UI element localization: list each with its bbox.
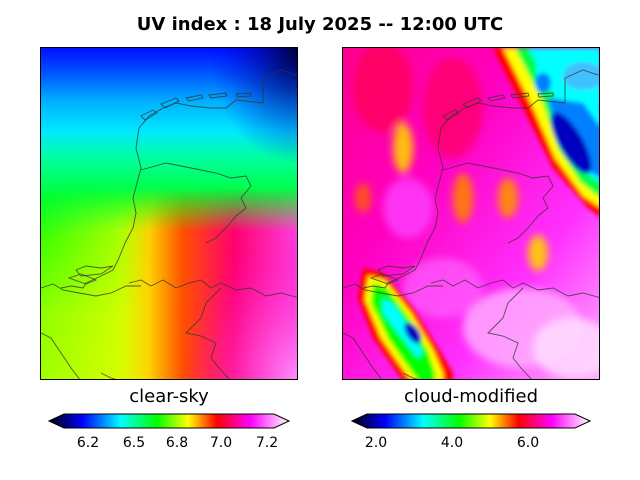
colorbar-tick: 6.0 (516, 435, 540, 451)
colorbar-tick: 4.0 (440, 435, 464, 451)
cloud-modified-label: cloud-modified (403, 386, 539, 407)
colorbar-tick: 2.0 (364, 435, 388, 451)
figure-title: UV index : 18 July 2025 -- 12:00 UTC (136, 14, 504, 35)
clear-sky-colorbar (48, 413, 290, 429)
islands (442, 92, 554, 121)
coastline (41, 69, 297, 379)
cloud-modified-map (342, 47, 600, 380)
colorbar-tick: 7.0 (209, 435, 233, 451)
clear-sky-map (40, 47, 298, 380)
colorbar-tick: 6.8 (165, 435, 189, 451)
clear-sky-label: clear-sky (129, 386, 209, 407)
colorbar-tick: 7.2 (255, 435, 279, 451)
coastline (343, 69, 599, 379)
colorbar-tick: 6.2 (76, 435, 100, 451)
colorbar-tick: 6.5 (122, 435, 146, 451)
islands (140, 92, 252, 121)
cloud-modified-colorbar (351, 413, 591, 429)
